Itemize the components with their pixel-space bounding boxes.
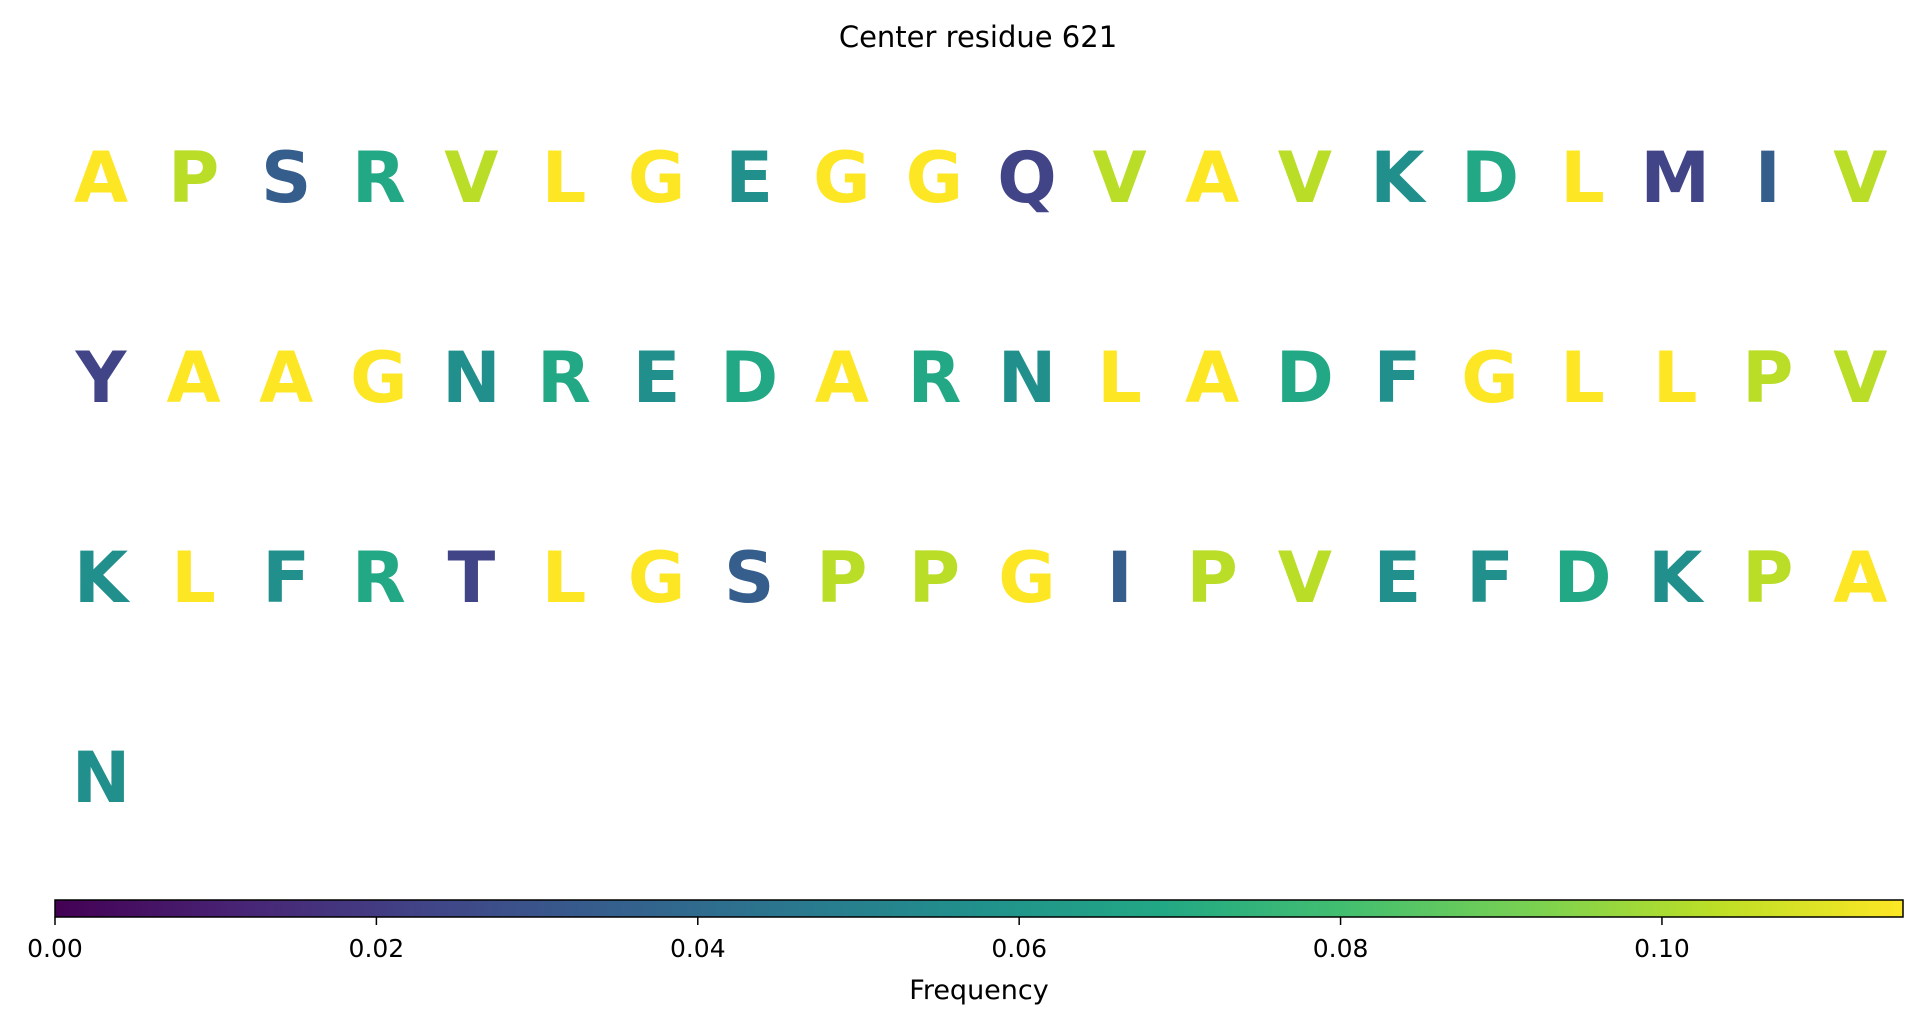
residue-letter: R — [537, 337, 591, 419]
residue-letter: K — [74, 537, 131, 619]
residue-letter: N — [442, 337, 501, 419]
residue-letter: G — [906, 137, 963, 219]
residue-letter: V — [1278, 137, 1332, 219]
residue-letter: F — [1373, 337, 1421, 419]
residue-letter: A — [167, 337, 221, 419]
residue-letter: Y — [75, 337, 128, 419]
colorbar-label: Frequency — [909, 975, 1049, 1006]
residue-letter: R — [907, 337, 961, 419]
residue-letter: L — [1097, 337, 1142, 419]
residue-letter: K — [1370, 137, 1427, 219]
residue-letter: A — [1185, 137, 1239, 219]
colorbar-tick-label: 0.04 — [670, 934, 726, 963]
colorbar-tick-label: 0.06 — [991, 934, 1047, 963]
residue-letter: D — [720, 337, 778, 419]
residue-letter: S — [261, 137, 311, 219]
residue-letter: A — [1185, 337, 1239, 419]
residue-letter: V — [1833, 137, 1887, 219]
residue-letter: G — [1461, 337, 1518, 419]
colorbar-ticks: 0.00 0.02 0.04 0.06 0.08 0.10 — [27, 917, 1690, 963]
residue-letter: L — [1560, 137, 1605, 219]
residue-letter: E — [1373, 537, 1421, 619]
residue-letter: M — [1640, 137, 1710, 219]
residue-letter: I — [1107, 537, 1133, 619]
residue-letter: N — [72, 737, 131, 819]
residue-letter: S — [724, 537, 774, 619]
residue-letter: F — [1466, 537, 1514, 619]
residue-letter: F — [262, 537, 310, 619]
residue-letter: V — [1278, 537, 1332, 619]
colorbar — [54, 899, 1904, 918]
residue-letter: D — [1276, 337, 1334, 419]
residue-letter: R — [352, 137, 406, 219]
residue-letter: P — [1742, 337, 1793, 419]
residue-letter: A — [1833, 537, 1887, 619]
residue-letter: G — [628, 537, 685, 619]
residue-letter: D — [1554, 537, 1612, 619]
colorbar-tick-label: 0.02 — [349, 934, 405, 963]
residue-letter: G — [998, 537, 1055, 619]
residue-letter: I — [1755, 137, 1781, 219]
residue-letter: P — [816, 537, 867, 619]
colorbar-tick-label: 0.10 — [1634, 934, 1690, 963]
residue-letter: L — [171, 537, 216, 619]
residue-letter: A — [259, 337, 313, 419]
residue-letter: E — [725, 137, 773, 219]
letter-grid: A P S R V L G E G G Q V A V K D L M I VY A A G N R E D A R N L A D F G L L P V… — [72, 137, 1888, 819]
residue-letter: P — [1187, 537, 1238, 619]
residue-letter: N — [998, 337, 1057, 419]
residue-letter: E — [633, 337, 681, 419]
residue-letter: R — [352, 537, 406, 619]
residue-letter: G — [813, 137, 870, 219]
chart-title: Center residue 621 — [839, 20, 1117, 54]
residue-letter: V — [1833, 337, 1887, 419]
colorbar-tick-label: 0.08 — [1313, 934, 1369, 963]
residue-letter: Q — [997, 137, 1057, 219]
residue-letter: V — [444, 137, 498, 219]
residue-letter: V — [1093, 137, 1147, 219]
residue-letter: P — [1742, 537, 1793, 619]
residue-letter: P — [168, 137, 219, 219]
residue-letter: G — [350, 337, 407, 419]
residue-letter: T — [448, 537, 496, 619]
colorbar-tick-label: 0.00 — [27, 934, 83, 963]
residue-letter: G — [628, 137, 685, 219]
residue-letter: K — [1648, 537, 1705, 619]
residue-letter: L — [542, 537, 587, 619]
residue-letter: L — [542, 137, 587, 219]
residue-letter: A — [74, 137, 128, 219]
residue-letter: P — [909, 537, 960, 619]
residue-letter: A — [815, 337, 869, 419]
residue-letter: L — [1653, 337, 1698, 419]
residue-letter: L — [1560, 337, 1605, 419]
residue-letter: D — [1461, 137, 1519, 219]
